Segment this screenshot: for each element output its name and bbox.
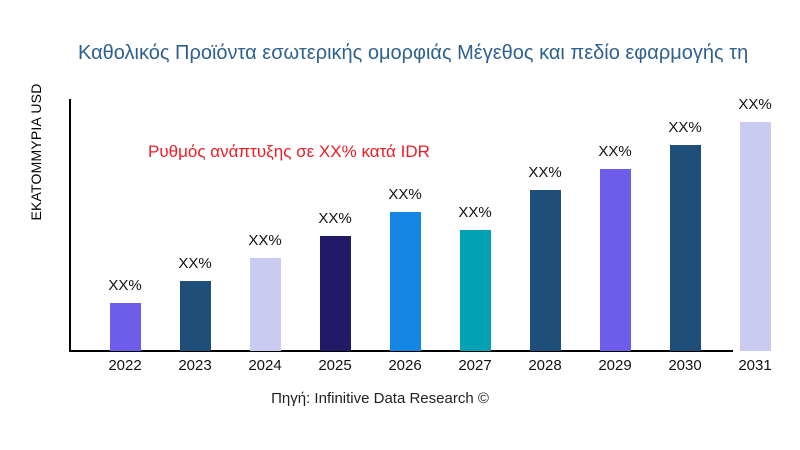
- bar-2026: [389, 212, 421, 351]
- x-tick-label-2023: 2023: [178, 357, 212, 374]
- bar-value-label-2023: XX%: [178, 255, 212, 272]
- bar-value-label-2024: XX%: [248, 232, 282, 249]
- y-axis-label: ΕΚΑΤΟΜΜΥΡΙΑ USD: [28, 83, 44, 221]
- bar-value-label-2028: XX%: [528, 164, 562, 181]
- bar-2028: [529, 190, 561, 351]
- bar-2024: [249, 258, 281, 351]
- growth-rate-annotation: Ρυθμός ανάπτυξης σε XX% κατά IDR: [148, 142, 430, 161]
- x-tick-label-2025: 2025: [318, 357, 352, 374]
- x-tick-label-2031: 2031: [738, 357, 772, 374]
- x-tick-label-2030: 2030: [668, 357, 702, 374]
- chart-title: Καθολικός Προϊόντα εσωτερικής ομορφιάς Μ…: [78, 42, 749, 64]
- x-tick-label-2022: 2022: [108, 357, 142, 374]
- bar-value-label-2029: XX%: [598, 143, 632, 160]
- x-axis-line: [69, 350, 733, 352]
- bar-2029: [599, 169, 631, 351]
- bar-value-label-2025: XX%: [318, 210, 352, 227]
- bar-2030: [669, 145, 701, 351]
- x-tick-label-2029: 2029: [598, 357, 632, 374]
- x-tick-label-2027: 2027: [458, 357, 492, 374]
- bar-value-label-2031: XX%: [738, 96, 772, 113]
- x-tick-label-2024: 2024: [248, 357, 282, 374]
- bar-value-label-2026: XX%: [388, 186, 422, 203]
- x-tick-label-2028: 2028: [528, 357, 562, 374]
- y-axis-line: [69, 99, 71, 352]
- bar-value-label-2027: XX%: [458, 204, 492, 221]
- x-tick-label-2026: 2026: [388, 357, 422, 374]
- bar-2031: [739, 122, 771, 351]
- bar-value-label-2022: XX%: [108, 277, 142, 294]
- bar-value-label-2030: XX%: [668, 119, 702, 136]
- bar-2023: [179, 281, 211, 351]
- bar-2025: [319, 236, 351, 351]
- bar-2027: [459, 230, 491, 351]
- source-credit: Πηγή: Infinitive Data Research ©: [271, 390, 489, 407]
- bar-2022: [109, 303, 141, 351]
